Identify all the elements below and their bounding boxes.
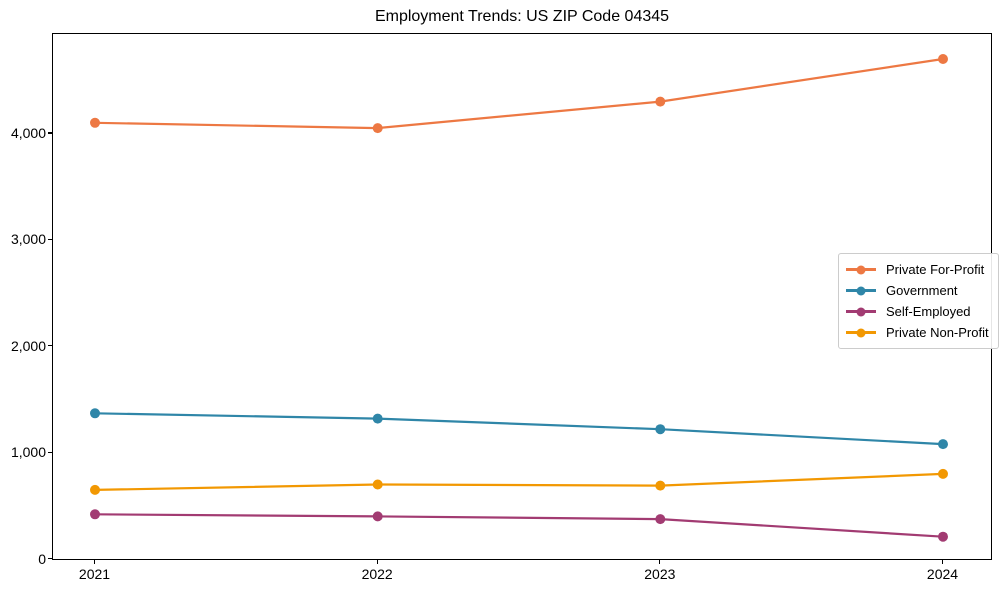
data-point-government-2023 (655, 424, 666, 435)
series-line-government (94, 412, 944, 446)
x-tick-label: 2022 (361, 566, 393, 582)
legend-marker-dot (856, 286, 866, 295)
legend-item-government: Government (846, 280, 989, 301)
x-tick-label: 2024 (926, 566, 959, 582)
data-point-self-employed-2022 (372, 511, 383, 522)
y-tick-label: 4,000 (10, 124, 46, 141)
legend-item-private-non-profit: Private Non-Profit (846, 322, 989, 343)
data-point-government-2024 (938, 439, 948, 450)
legend-label: Self-Employed (886, 304, 971, 319)
y-tick-mark (48, 132, 53, 134)
legend-label: Private For-Profit (886, 262, 985, 277)
data-point-private-for-profit-2022 (372, 123, 383, 134)
data-point-government-2021 (90, 408, 100, 419)
series-line-private-non-profit (94, 472, 944, 491)
data-point-private-non-profit-2023 (655, 480, 666, 491)
plot-area (52, 33, 992, 560)
y-tick-mark (48, 345, 53, 347)
y-tick-mark (48, 451, 53, 453)
data-point-private-for-profit-2024 (938, 54, 948, 64)
plot-svg (90, 54, 948, 542)
y-tick-label: 2,000 (10, 337, 46, 354)
legend: Private For-Profit Government Self-Employe… (838, 253, 999, 349)
y-tick-mark (48, 238, 53, 240)
legend-label: Private Non-Profit (886, 325, 989, 340)
legend-line-swatch (846, 286, 876, 295)
x-tick-mark (93, 560, 96, 564)
y-tick-mark (48, 557, 53, 560)
legend-line-swatch (846, 307, 876, 316)
data-point-private-for-profit-2023 (655, 96, 666, 107)
data-point-private-non-profit-2021 (90, 484, 100, 495)
data-point-government-2022 (372, 413, 383, 424)
legend-item-private-for-profit: Private For-Profit (846, 259, 989, 280)
x-tick-label: 2021 (78, 566, 111, 582)
legend-line-swatch (846, 265, 876, 274)
legend-marker-dot (856, 328, 866, 337)
series-line-private-for-profit (94, 57, 944, 130)
x-tick-mark (941, 560, 944, 564)
chart-title: Employment Trends: US ZIP Code 04345 (374, 8, 670, 25)
data-point-private-non-profit-2024 (938, 468, 948, 479)
legend-marker-dot (856, 265, 866, 274)
x-tick-label: 2023 (644, 566, 676, 582)
data-point-private-non-profit-2022 (372, 479, 383, 490)
x-tick-mark (659, 560, 661, 564)
data-point-self-employed-2021 (90, 509, 100, 520)
y-tick-label: 0 (38, 550, 46, 567)
x-tick-mark (376, 560, 378, 564)
legend-marker-dot (856, 307, 866, 316)
y-tick-label: 1,000 (10, 444, 46, 461)
legend-line-swatch (846, 328, 876, 337)
legend-label: Government (886, 283, 958, 298)
y-tick-label: 3,000 (10, 231, 46, 248)
series-line-self-employed (94, 513, 944, 538)
data-point-self-employed-2023 (655, 514, 666, 525)
legend-item-self-employed: Self-Employed (846, 301, 989, 322)
data-point-self-employed-2024 (938, 531, 948, 542)
data-point-private-for-profit-2021 (90, 117, 100, 128)
